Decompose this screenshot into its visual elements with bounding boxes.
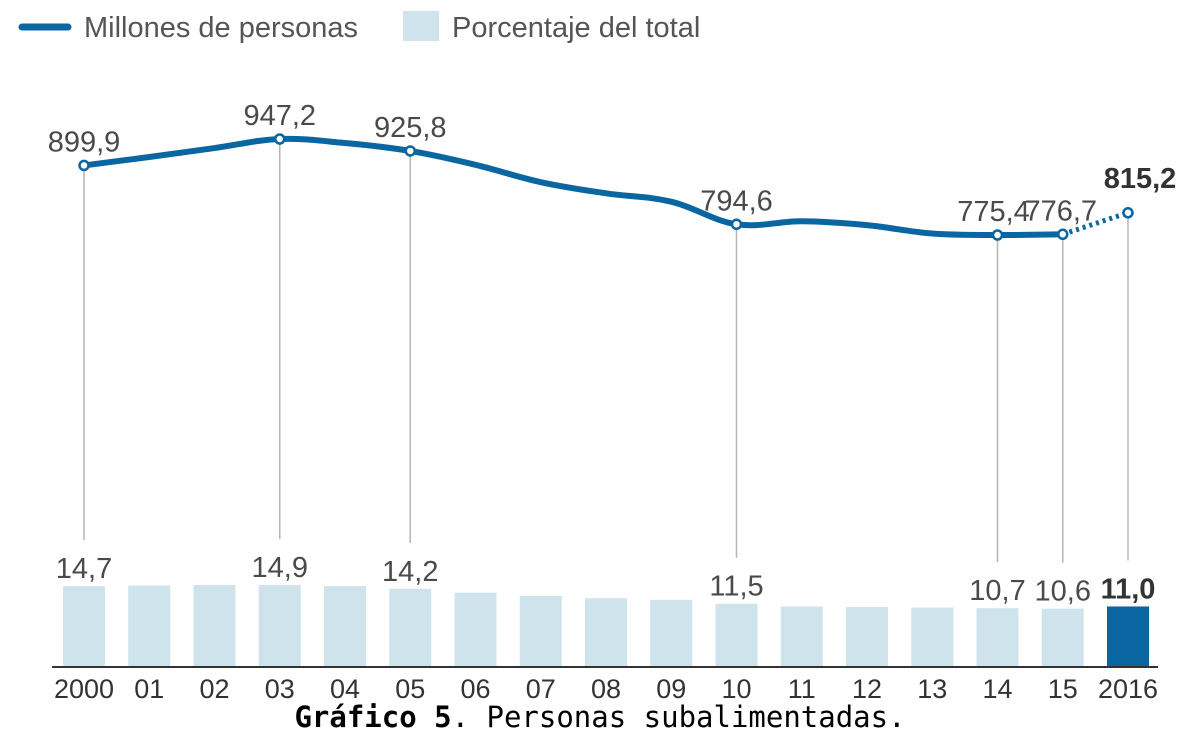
series-line-dotted-segment [1061, 210, 1129, 237]
bar-value-label-05: 14,2 [382, 556, 438, 588]
bar-15 [1041, 608, 1084, 667]
bar-14 [976, 608, 1019, 667]
legend: Millones de personas Porcentaje del tota… [18, 11, 700, 44]
x-tick-label-12: 12 [852, 674, 882, 700]
bar-11 [780, 606, 823, 667]
bar-value-label-2016: 11,0 [1101, 573, 1156, 605]
line-point-14 [991, 229, 1004, 241]
chart-caption: Gráfico 5. Personas subalimentadas. [0, 700, 1200, 734]
bar-04 [324, 586, 366, 667]
x-tick-label-06: 06 [460, 674, 490, 700]
chart: Millones de personas Porcentaje del tota… [18, 11, 1177, 700]
x-tick-label-2000: 2000 [54, 674, 114, 700]
legend-bar-swatch [403, 11, 439, 41]
line-series [81, 135, 1129, 239]
bar-12 [846, 607, 888, 667]
line-value-label-2016: 815,2 [1104, 163, 1177, 195]
x-tick-label-15: 15 [1048, 674, 1078, 700]
line-point-15 [1057, 228, 1069, 241]
bar-05 [389, 588, 432, 667]
x-tick-label-03: 03 [265, 674, 295, 700]
point-markers [78, 133, 1134, 241]
bar-06 [454, 592, 497, 667]
bar-labels: 14,7 14,9 14,2 11,5 10,7 10,6 11,0 [56, 552, 1156, 608]
x-tick-label-13: 13 [917, 674, 947, 700]
bar-value-label-10: 11,5 [709, 571, 763, 603]
line-value-label-14: 775,4 [957, 196, 1030, 228]
caption-prefix: Gráfico 5 [294, 700, 452, 734]
bar-value-label-03: 14,9 [252, 552, 308, 584]
x-tick-label-09: 09 [656, 674, 686, 700]
bar-02 [193, 585, 236, 667]
x-tick-label-01: 01 [134, 674, 164, 700]
legend-bar-label: Porcentaje del total [452, 12, 700, 44]
bar-value-label-15: 10,6 [1035, 576, 1091, 608]
x-tick-label-08: 08 [591, 674, 621, 700]
line-value-label-03: 947,2 [243, 100, 316, 132]
bar-07 [519, 596, 562, 667]
bar-01 [128, 585, 171, 667]
legend-line-label: Millones de personas [84, 12, 358, 44]
line-value-label-15: 776,7 [1024, 195, 1097, 227]
line-point-10 [730, 218, 743, 231]
bars [63, 585, 1149, 667]
bar-10 [715, 603, 758, 667]
x-tick-label-2016: 2016 [1098, 674, 1158, 700]
drop-lines [83, 139, 1129, 563]
line-point-05 [404, 145, 416, 157]
x-tick-label-04: 04 [330, 674, 360, 700]
bar-03 [258, 585, 301, 667]
bar-value-label-2000: 14,7 [56, 553, 112, 585]
line-value-label-05: 925,8 [374, 112, 447, 144]
bar-value-label-14: 10,7 [969, 575, 1025, 607]
x-tick-label-14: 14 [982, 674, 1012, 700]
x-tick-label-07: 07 [526, 674, 556, 700]
line-value-label-10: 794,6 [700, 185, 773, 217]
x-tick-label-05: 05 [395, 674, 425, 700]
bar-2000 [63, 586, 105, 667]
line-point-2016 [1122, 207, 1134, 219]
line-point-03 [274, 133, 286, 145]
bar-08 [585, 598, 627, 667]
bar-09 [650, 599, 693, 667]
line-value-label-2000: 899,9 [48, 126, 121, 158]
x-axis-ticks: 2000 01 02 03 04 05 06 07 08 09 10 11 12 13 14 15 2016 [54, 674, 1158, 700]
x-tick-label-02: 02 [199, 674, 229, 700]
x-tick-label-11: 11 [788, 674, 816, 700]
x-tick-label-10: 10 [721, 674, 751, 700]
bar-2016 [1107, 606, 1149, 667]
series-line-millones [81, 135, 1066, 239]
bar-13 [911, 607, 954, 667]
line-point-2000 [78, 159, 90, 172]
caption-text: . Personas subalimentadas. [451, 700, 906, 734]
